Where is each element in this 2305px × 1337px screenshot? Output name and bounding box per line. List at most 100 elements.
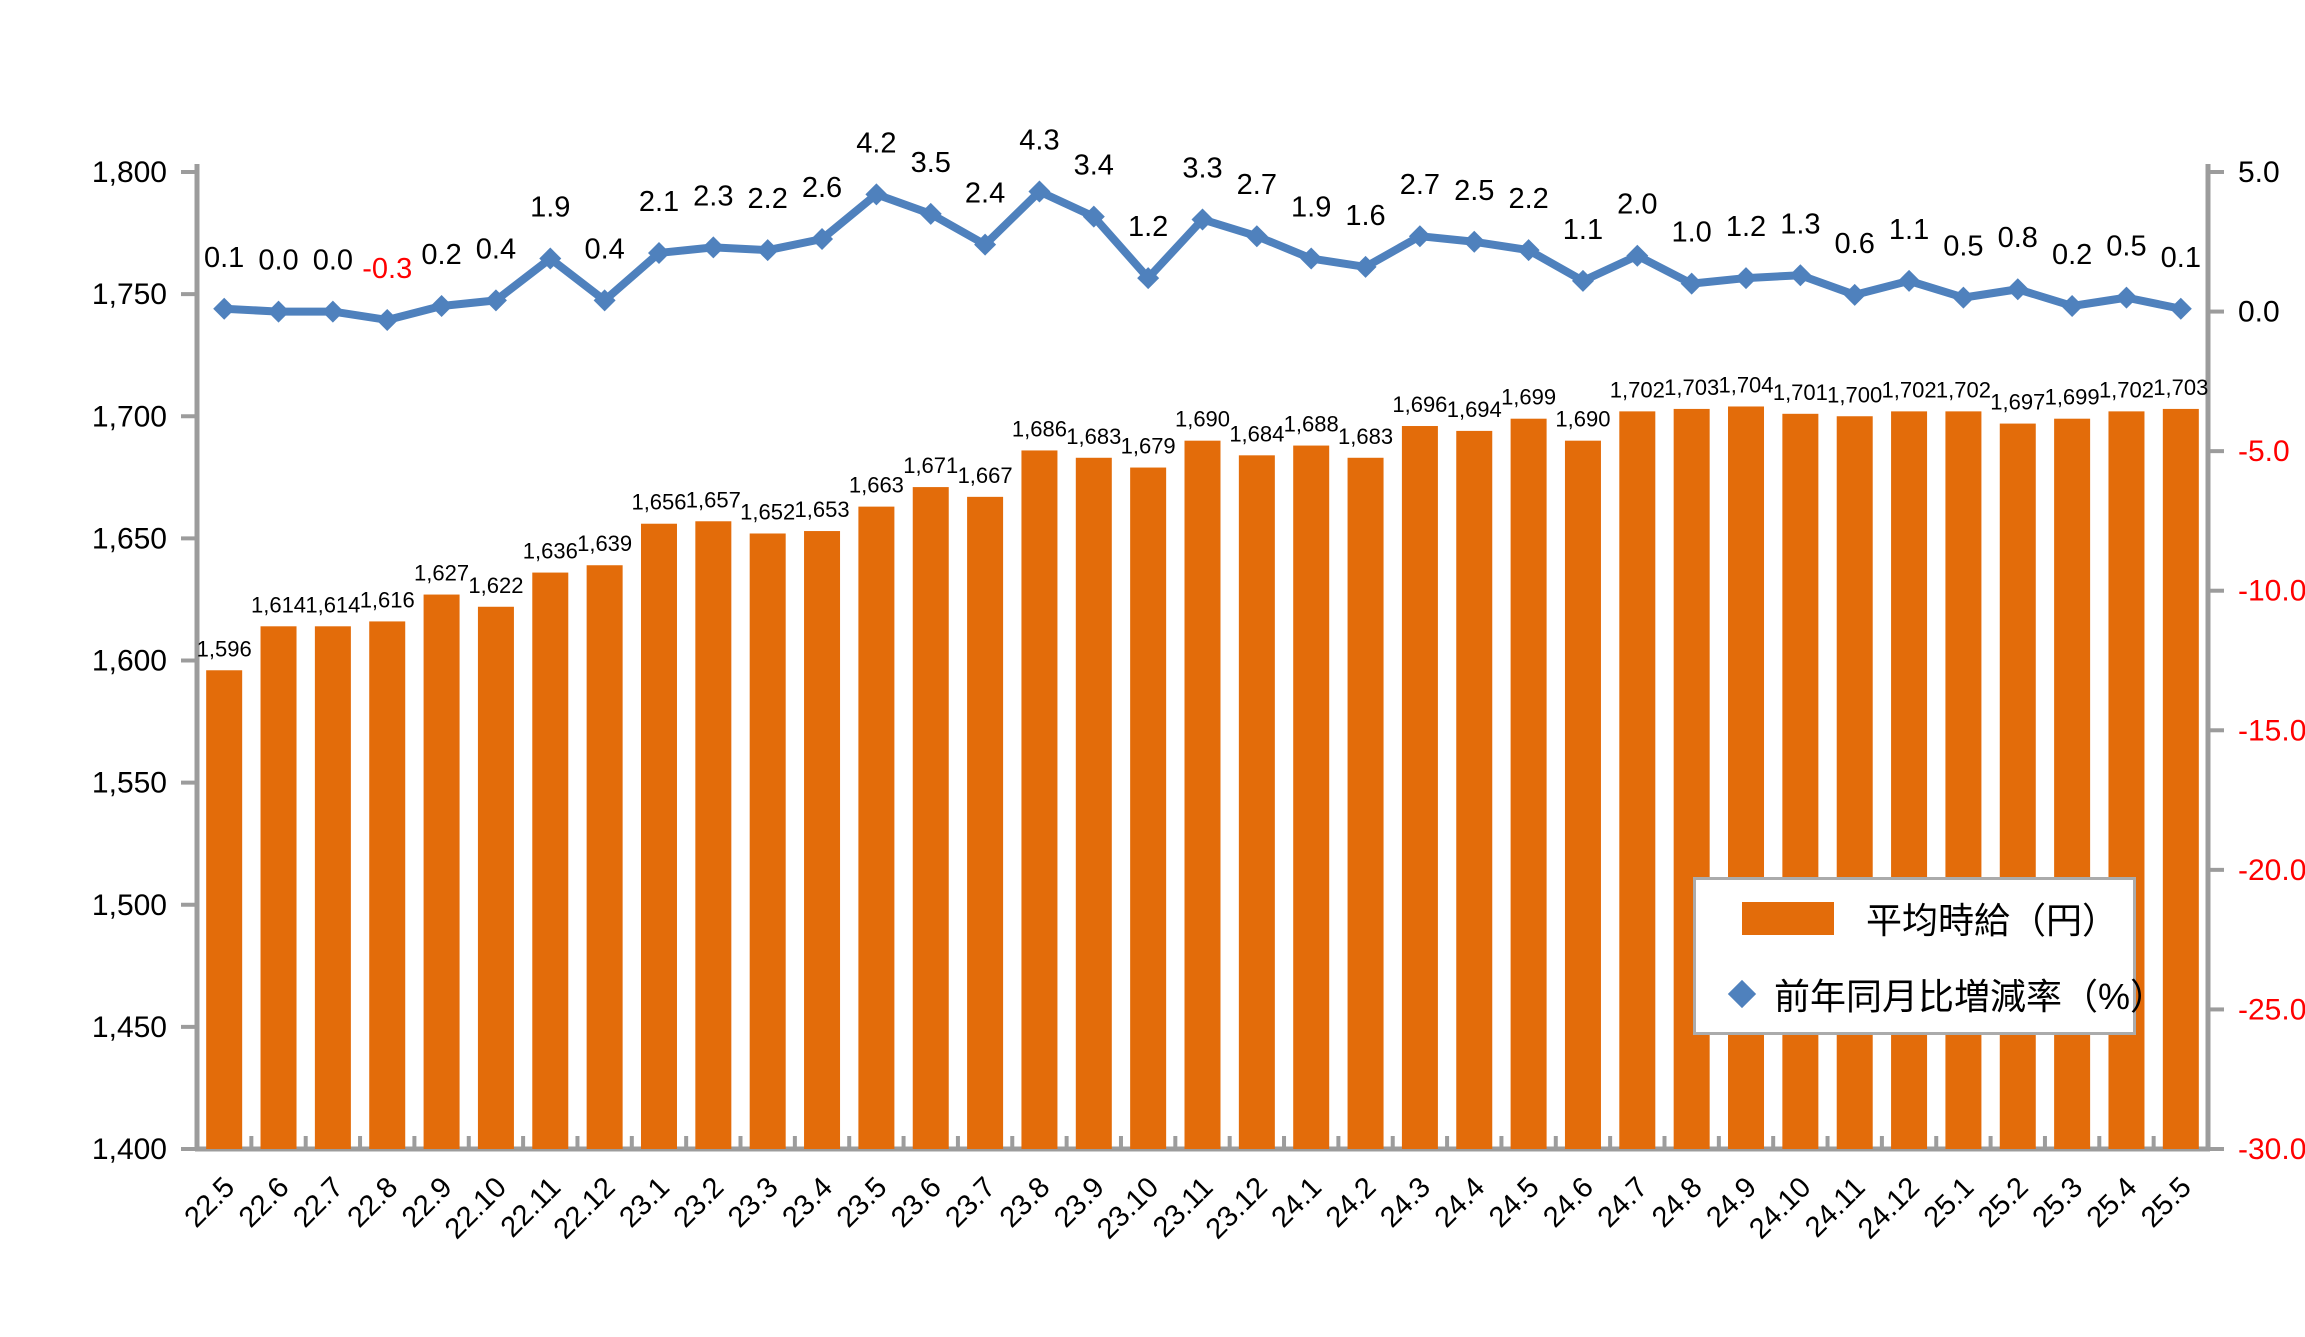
line-point-marker bbox=[1571, 269, 1594, 292]
bar bbox=[423, 594, 460, 1149]
bar-value-label: 1,639 bbox=[577, 531, 632, 556]
x-axis-category-label: 25.5 bbox=[2135, 1171, 2198, 1234]
line-point-marker bbox=[321, 300, 344, 323]
y-axis-right-tick-label: -15.0 bbox=[2238, 714, 2305, 747]
bar-value-label: 1,690 bbox=[1175, 407, 1230, 432]
bar-value-label: 1,596 bbox=[197, 636, 252, 661]
bar-value-label: 1,653 bbox=[795, 497, 850, 522]
y-axis-right-tick-label: 5.0 bbox=[2238, 156, 2280, 189]
bar bbox=[260, 626, 297, 1149]
bar bbox=[640, 523, 677, 1149]
line-point-marker bbox=[1626, 244, 1649, 267]
line-point-marker bbox=[2061, 294, 2084, 317]
line-value-label: 4.2 bbox=[856, 127, 896, 159]
y-axis-right-tick-label: -5.0 bbox=[2238, 435, 2290, 468]
bar bbox=[1401, 426, 1438, 1149]
x-axis-category-label: 22.7 bbox=[287, 1171, 350, 1234]
line-point-marker bbox=[2169, 297, 2192, 320]
bar bbox=[1021, 450, 1058, 1149]
line-point-marker bbox=[865, 183, 888, 206]
line-value-label: 0.0 bbox=[313, 245, 353, 277]
bar-value-label: 1,702 bbox=[1936, 377, 1991, 402]
bar bbox=[532, 572, 569, 1149]
bar bbox=[1075, 457, 1112, 1150]
line-value-label: 0.0 bbox=[258, 245, 298, 277]
y-axis-left-tick-label: 1,750 bbox=[92, 278, 167, 311]
line-point-marker bbox=[1843, 283, 1866, 306]
line-value-label: 0.6 bbox=[1835, 228, 1875, 260]
bar-value-label: 1,622 bbox=[468, 573, 523, 598]
x-axis-category-label: 24.2 bbox=[1320, 1171, 1383, 1234]
bar-value-label: 1,627 bbox=[414, 561, 469, 586]
bar-value-label: 1,696 bbox=[1392, 392, 1447, 417]
bar bbox=[1619, 411, 1656, 1149]
x-axis-category-label: 24.1 bbox=[1266, 1171, 1329, 1234]
bar bbox=[1999, 423, 2036, 1149]
bar-value-label: 1,702 bbox=[1882, 377, 1937, 402]
bar-value-label: 1,703 bbox=[1664, 375, 1719, 400]
x-axis-category-label: 24.4 bbox=[1429, 1171, 1492, 1234]
bar bbox=[369, 621, 406, 1149]
bar bbox=[804, 531, 841, 1149]
bar bbox=[1130, 467, 1167, 1150]
line-value-label: 0.5 bbox=[1943, 231, 1983, 263]
bar-value-label: 1,699 bbox=[1501, 385, 1556, 410]
x-axis-category-label: 23.10 bbox=[1091, 1171, 1165, 1245]
legend-item-yoy-rate: 前年同月比増減率（%） bbox=[1727, 968, 2166, 1020]
x-axis-category-label: 24.11 bbox=[1799, 1171, 1871, 1243]
line-value-label: 0.2 bbox=[421, 239, 461, 271]
bar bbox=[1293, 445, 1330, 1149]
line-point-marker bbox=[1517, 239, 1540, 262]
bar-value-label: 1,699 bbox=[2045, 385, 2100, 410]
y-axis-left-tick-label: 1,800 bbox=[92, 156, 167, 189]
bar bbox=[1564, 440, 1601, 1149]
line-value-label: 0.4 bbox=[476, 233, 516, 265]
line-value-label: 2.7 bbox=[1400, 169, 1440, 201]
x-axis-category-label: 22.11 bbox=[495, 1171, 567, 1243]
line-point-marker bbox=[647, 241, 670, 264]
bar-value-label: 1,686 bbox=[1012, 416, 1067, 441]
bar-value-label: 1,663 bbox=[849, 473, 904, 498]
bar bbox=[749, 533, 786, 1149]
bar-value-label: 1,656 bbox=[631, 490, 686, 515]
line-value-label: 1.3 bbox=[1780, 208, 1820, 240]
bar bbox=[2054, 418, 2091, 1149]
line-value-label: 2.3 bbox=[693, 180, 733, 212]
bar-series-swatch-icon bbox=[1742, 901, 1834, 935]
y-axis-left-tick-label: 1,450 bbox=[92, 1011, 167, 1044]
line-value-label: 0.5 bbox=[2106, 231, 2146, 263]
line-point-marker bbox=[213, 297, 236, 320]
bar bbox=[1347, 457, 1384, 1150]
line-point-marker bbox=[1245, 225, 1268, 248]
x-axis-category-label: 25.1 bbox=[1918, 1171, 1981, 1234]
bar-value-label: 1,702 bbox=[1610, 377, 1665, 402]
x-axis-category-label: 25.4 bbox=[2081, 1171, 2144, 1234]
bar-value-label: 1,703 bbox=[2153, 375, 2208, 400]
x-axis-category-label: 25.3 bbox=[2027, 1171, 2090, 1234]
bar-value-label: 1,671 bbox=[903, 453, 958, 478]
bar bbox=[967, 496, 1004, 1149]
x-axis-category-label: 24.10 bbox=[1743, 1171, 1817, 1245]
bar-value-label: 1,684 bbox=[1229, 421, 1284, 446]
y-axis-right-tick-label: -10.0 bbox=[2238, 575, 2305, 608]
line-point-marker bbox=[1463, 230, 1486, 253]
bar-value-label: 1,701 bbox=[1773, 380, 1828, 405]
line-point-marker bbox=[1680, 272, 1703, 295]
x-axis-category-label: 22.5 bbox=[179, 1171, 242, 1234]
y-axis-right-tick-label: -25.0 bbox=[2238, 993, 2305, 1026]
bar-value-label: 1,636 bbox=[523, 539, 578, 564]
line-value-label: 2.7 bbox=[1237, 169, 1277, 201]
line-point-marker bbox=[1735, 267, 1758, 290]
line-value-label: 1.1 bbox=[1563, 214, 1603, 246]
y-axis-left-tick-label: 1,400 bbox=[92, 1133, 167, 1166]
line-value-label: 3.4 bbox=[1074, 150, 1114, 182]
x-axis-category-label: 22.12 bbox=[548, 1171, 622, 1245]
bar-value-label: 1,614 bbox=[251, 592, 306, 617]
bar bbox=[912, 487, 949, 1149]
bar-value-label: 1,683 bbox=[1066, 424, 1121, 449]
bar-value-label: 1,667 bbox=[958, 463, 1013, 488]
line-point-marker bbox=[1082, 205, 1105, 228]
line-value-label: 2.4 bbox=[965, 178, 1005, 210]
line-point-marker bbox=[593, 289, 616, 312]
